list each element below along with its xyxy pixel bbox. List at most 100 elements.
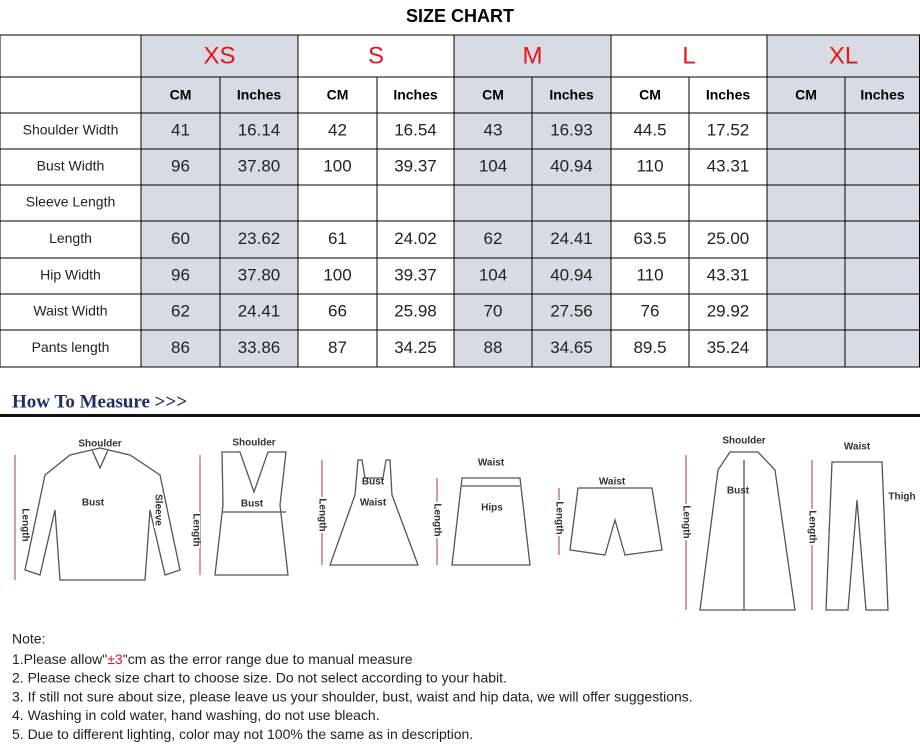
unit-header: Inches <box>237 87 282 103</box>
measure-label: Shoulder <box>232 438 275 449</box>
note-items: 1.Please allow"±3"cm as the error range … <box>12 651 693 742</box>
cell-value: 110 <box>636 265 663 284</box>
unit-header: CM <box>639 87 661 103</box>
row-label: Bust Width <box>37 158 105 174</box>
cell-value: 37.80 <box>238 265 281 284</box>
label-bg <box>192 512 200 548</box>
cell-value: 86 <box>171 338 190 357</box>
note-part: "cm as the error range due to manual mea… <box>123 651 413 667</box>
cell-bg <box>532 35 611 367</box>
unit-header: CM <box>170 87 192 103</box>
cell-value: 16.54 <box>394 120 437 139</box>
cell-value: 62 <box>484 229 503 248</box>
measure-label: Hips <box>481 503 503 514</box>
cell-value: 96 <box>171 156 190 175</box>
cell-value: 42 <box>328 120 347 139</box>
notes: Note: 1.Please allow"±3"cm as the error … <box>12 631 693 742</box>
measure-label: Bust <box>82 498 105 509</box>
note-item: 4. Washing in cold water, hand washing, … <box>12 707 380 723</box>
cell-value: 27.56 <box>550 301 593 320</box>
cell-value: 29.92 <box>707 301 750 320</box>
cell-value: 110 <box>636 156 663 175</box>
note-part: ±3 <box>107 651 123 667</box>
measure-label: Waist <box>599 477 626 488</box>
cell-value: 88 <box>484 338 503 357</box>
cell-value: 63.5 <box>633 229 666 248</box>
cell-value: 104 <box>479 156 507 175</box>
cell-value: 60 <box>171 229 190 248</box>
cell-bg <box>220 35 298 367</box>
cell-value: 34.65 <box>550 338 593 357</box>
cell-value: 41 <box>171 120 190 139</box>
size-header: XS <box>203 42 235 69</box>
title: SIZE CHART <box>406 6 514 26</box>
cell-value: 100 <box>323 156 351 175</box>
size-table: XS CM Inches S CM Inches M CM Inches L CM Inches XL C… <box>0 34 920 368</box>
notes-heading: Note: <box>12 631 45 647</box>
unit-header: Inches <box>393 87 438 103</box>
cell-bg <box>767 35 845 367</box>
cell-value: 43.31 <box>707 265 750 284</box>
unit-header: Inches <box>706 87 751 103</box>
measure-label: Sleeve <box>152 494 163 526</box>
measure-label: Shoulder <box>78 439 121 450</box>
cell-value: 17.52 <box>707 120 750 139</box>
note-part: 1.Please allow" <box>12 651 107 667</box>
row-label: Pants length <box>32 339 110 355</box>
cell-value: 16.93 <box>550 120 593 139</box>
row-label: Hip Width <box>40 267 101 283</box>
note-item: 3. If still not sure about size, please … <box>12 688 693 704</box>
label-bg <box>555 500 563 536</box>
measure-label: Thigh <box>888 492 915 503</box>
unit-header: CM <box>327 87 349 103</box>
label-bg <box>21 507 29 543</box>
measure-label: Length <box>806 510 817 543</box>
size-header: M <box>523 42 543 69</box>
measure-label: Waist <box>360 498 387 509</box>
label-bg <box>808 509 816 545</box>
cell-value: 61 <box>328 229 347 248</box>
divider <box>0 414 920 417</box>
label-bg <box>682 504 690 540</box>
size-header: XL <box>829 42 858 69</box>
cell-value: 25.98 <box>394 301 437 320</box>
cell-value: 34.25 <box>394 338 437 357</box>
cell-value: 62 <box>171 301 190 320</box>
cell-value: 39.37 <box>394 156 437 175</box>
measure-label: Waist <box>478 458 505 469</box>
cell-value: 24.41 <box>550 229 593 248</box>
size-header: S <box>368 42 384 69</box>
measure-label: Length <box>431 503 442 536</box>
row-label: Waist Width <box>33 303 107 319</box>
cell-value: 87 <box>328 338 347 357</box>
garment-drawings <box>24 447 889 611</box>
cell-value: 33.86 <box>238 338 281 357</box>
cell-bg <box>845 35 920 367</box>
cell-value: 76 <box>641 301 660 320</box>
cell-bg <box>454 35 532 367</box>
cell-value: 70 <box>484 301 503 320</box>
cell-value: 89.5 <box>633 338 666 357</box>
cell-value: 44.5 <box>633 120 666 139</box>
section-heading: How To Measure >>> <box>12 391 187 412</box>
cell-value: 43.31 <box>707 156 750 175</box>
note-item: 1.Please allow"±3"cm as the error range … <box>12 651 413 667</box>
measure-label: Waist <box>844 442 871 453</box>
unit-header: Inches <box>549 87 594 103</box>
cell-value: 104 <box>479 265 507 284</box>
note-item: 2. Please check size chart to choose siz… <box>12 670 507 686</box>
cell-value: 23.62 <box>238 229 281 248</box>
cell-bg <box>141 35 220 367</box>
measure-label: Length <box>19 508 30 541</box>
measure-label: Bust <box>241 499 264 510</box>
cell-value: 40.94 <box>550 156 593 175</box>
cell-value: 37.80 <box>238 156 281 175</box>
measure-label: Length <box>680 505 691 538</box>
cell-value: 43 <box>484 120 503 139</box>
cell-value: 40.94 <box>550 265 593 284</box>
cell-value: 100 <box>323 265 351 284</box>
measure-label: Length <box>316 498 327 531</box>
row-label: Sleeve Length <box>26 194 116 210</box>
note-item: 5. Due to different lighting, color may … <box>12 726 473 742</box>
